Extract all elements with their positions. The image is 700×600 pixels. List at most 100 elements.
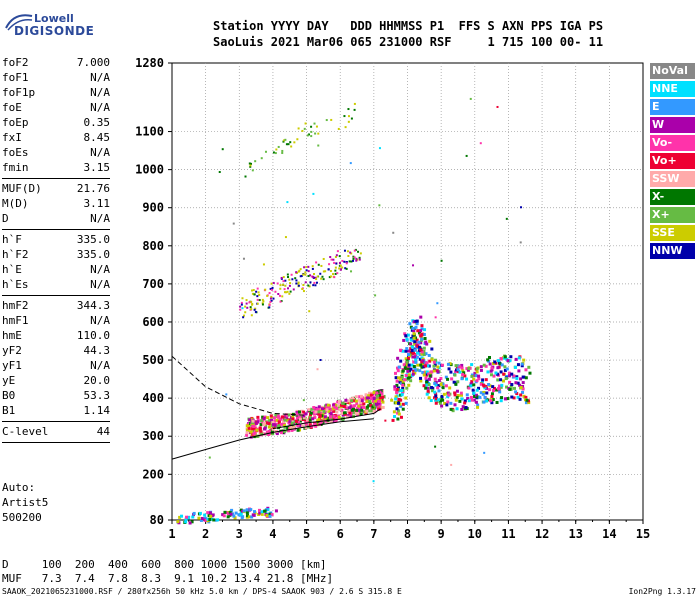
echo-point xyxy=(270,295,273,298)
echo-point xyxy=(234,511,238,515)
echo-point xyxy=(247,426,251,430)
echo-point xyxy=(500,396,504,400)
echo-point xyxy=(496,359,500,363)
echo-point xyxy=(190,520,194,524)
noise-point xyxy=(350,270,353,273)
echo-point xyxy=(420,350,424,354)
echo-point xyxy=(433,381,437,385)
echo-point xyxy=(424,340,428,344)
echo-point xyxy=(304,426,308,430)
echo-point xyxy=(460,377,464,381)
echo-point xyxy=(506,359,510,363)
echo-point xyxy=(421,363,425,367)
echo-point xyxy=(476,403,480,407)
echo-point xyxy=(417,340,421,344)
echo-point xyxy=(509,355,513,359)
param-row: h`Es N/A xyxy=(2,278,110,293)
echo-point xyxy=(397,412,401,416)
echo-point xyxy=(470,398,474,402)
echo-point xyxy=(513,365,517,369)
echo-point xyxy=(245,302,248,305)
echo-point xyxy=(321,421,325,425)
echo-point xyxy=(340,403,344,407)
param-value: 335.0 xyxy=(76,248,110,261)
echo-point xyxy=(231,512,235,516)
echo-point xyxy=(425,380,429,384)
echo-point xyxy=(314,284,317,287)
echo-point xyxy=(301,424,305,428)
echo-point xyxy=(240,303,243,306)
echo-point xyxy=(301,129,304,132)
echo-point xyxy=(311,265,314,268)
echo-point xyxy=(420,327,424,331)
param-value: N/A xyxy=(90,146,110,159)
x-tick-label: 6 xyxy=(337,527,344,541)
param-value: N/A xyxy=(90,71,110,84)
param-value: N/A xyxy=(90,278,110,291)
echo-point xyxy=(334,419,338,423)
echo-point xyxy=(176,520,180,524)
echo-point xyxy=(411,326,415,330)
echo-point xyxy=(449,401,453,405)
param-value: N/A xyxy=(90,359,110,372)
auto-artist: Artist5 xyxy=(2,496,49,509)
echo-point xyxy=(514,357,518,361)
echo-point xyxy=(249,164,252,167)
echo-point xyxy=(237,513,241,517)
echo-point xyxy=(446,377,450,381)
echo-point xyxy=(325,403,329,407)
echo-point xyxy=(482,363,486,367)
y-tick-label: 300 xyxy=(142,429,164,443)
echo-point xyxy=(269,425,273,429)
echo-point xyxy=(247,515,251,519)
echo-point xyxy=(494,371,498,375)
echo-point xyxy=(267,429,271,433)
echo-point xyxy=(441,363,445,367)
echo-point xyxy=(341,259,344,262)
echo-point xyxy=(296,138,299,141)
echo-point xyxy=(245,433,249,437)
echo-point xyxy=(265,514,269,518)
param-row: foF1p N/A xyxy=(2,86,110,101)
echo-point xyxy=(372,390,376,394)
echo-point xyxy=(364,411,368,415)
echo-point xyxy=(498,390,502,394)
echo-point xyxy=(329,256,332,259)
echo-point xyxy=(425,370,429,374)
echo-point xyxy=(394,395,398,399)
echo-point xyxy=(424,364,428,368)
echo-point xyxy=(286,273,289,276)
param-row: MUF(D) 21.76 xyxy=(2,182,110,197)
legend-entry: NNE xyxy=(650,81,695,97)
echo-point xyxy=(425,392,429,396)
echo-point xyxy=(415,338,419,342)
echo-point xyxy=(258,428,262,432)
echo-point xyxy=(430,389,434,393)
echo-point xyxy=(402,338,406,342)
echo-point xyxy=(305,269,308,272)
echo-point xyxy=(315,261,318,264)
echo-point xyxy=(312,275,315,278)
echo-point xyxy=(289,290,292,293)
echo-point xyxy=(425,372,429,376)
param-name: h`Es xyxy=(2,278,29,291)
echo-point xyxy=(256,287,259,290)
legend-entry: Vo- xyxy=(650,135,695,151)
echo-point xyxy=(232,514,236,518)
echo-point xyxy=(269,414,273,418)
echo-point xyxy=(397,401,401,405)
echo-point xyxy=(304,422,308,426)
echo-point xyxy=(260,418,264,422)
echo-point xyxy=(396,417,400,421)
echo-point xyxy=(203,513,207,517)
echo-point xyxy=(409,367,413,371)
echo-point xyxy=(482,390,486,394)
echo-point xyxy=(357,398,361,402)
echo-point xyxy=(394,397,398,401)
echo-point xyxy=(510,372,514,376)
echo-point xyxy=(479,365,483,369)
echo-point xyxy=(394,401,398,405)
echo-point xyxy=(377,405,381,409)
echo-point xyxy=(469,384,473,388)
echo-point xyxy=(341,266,344,269)
